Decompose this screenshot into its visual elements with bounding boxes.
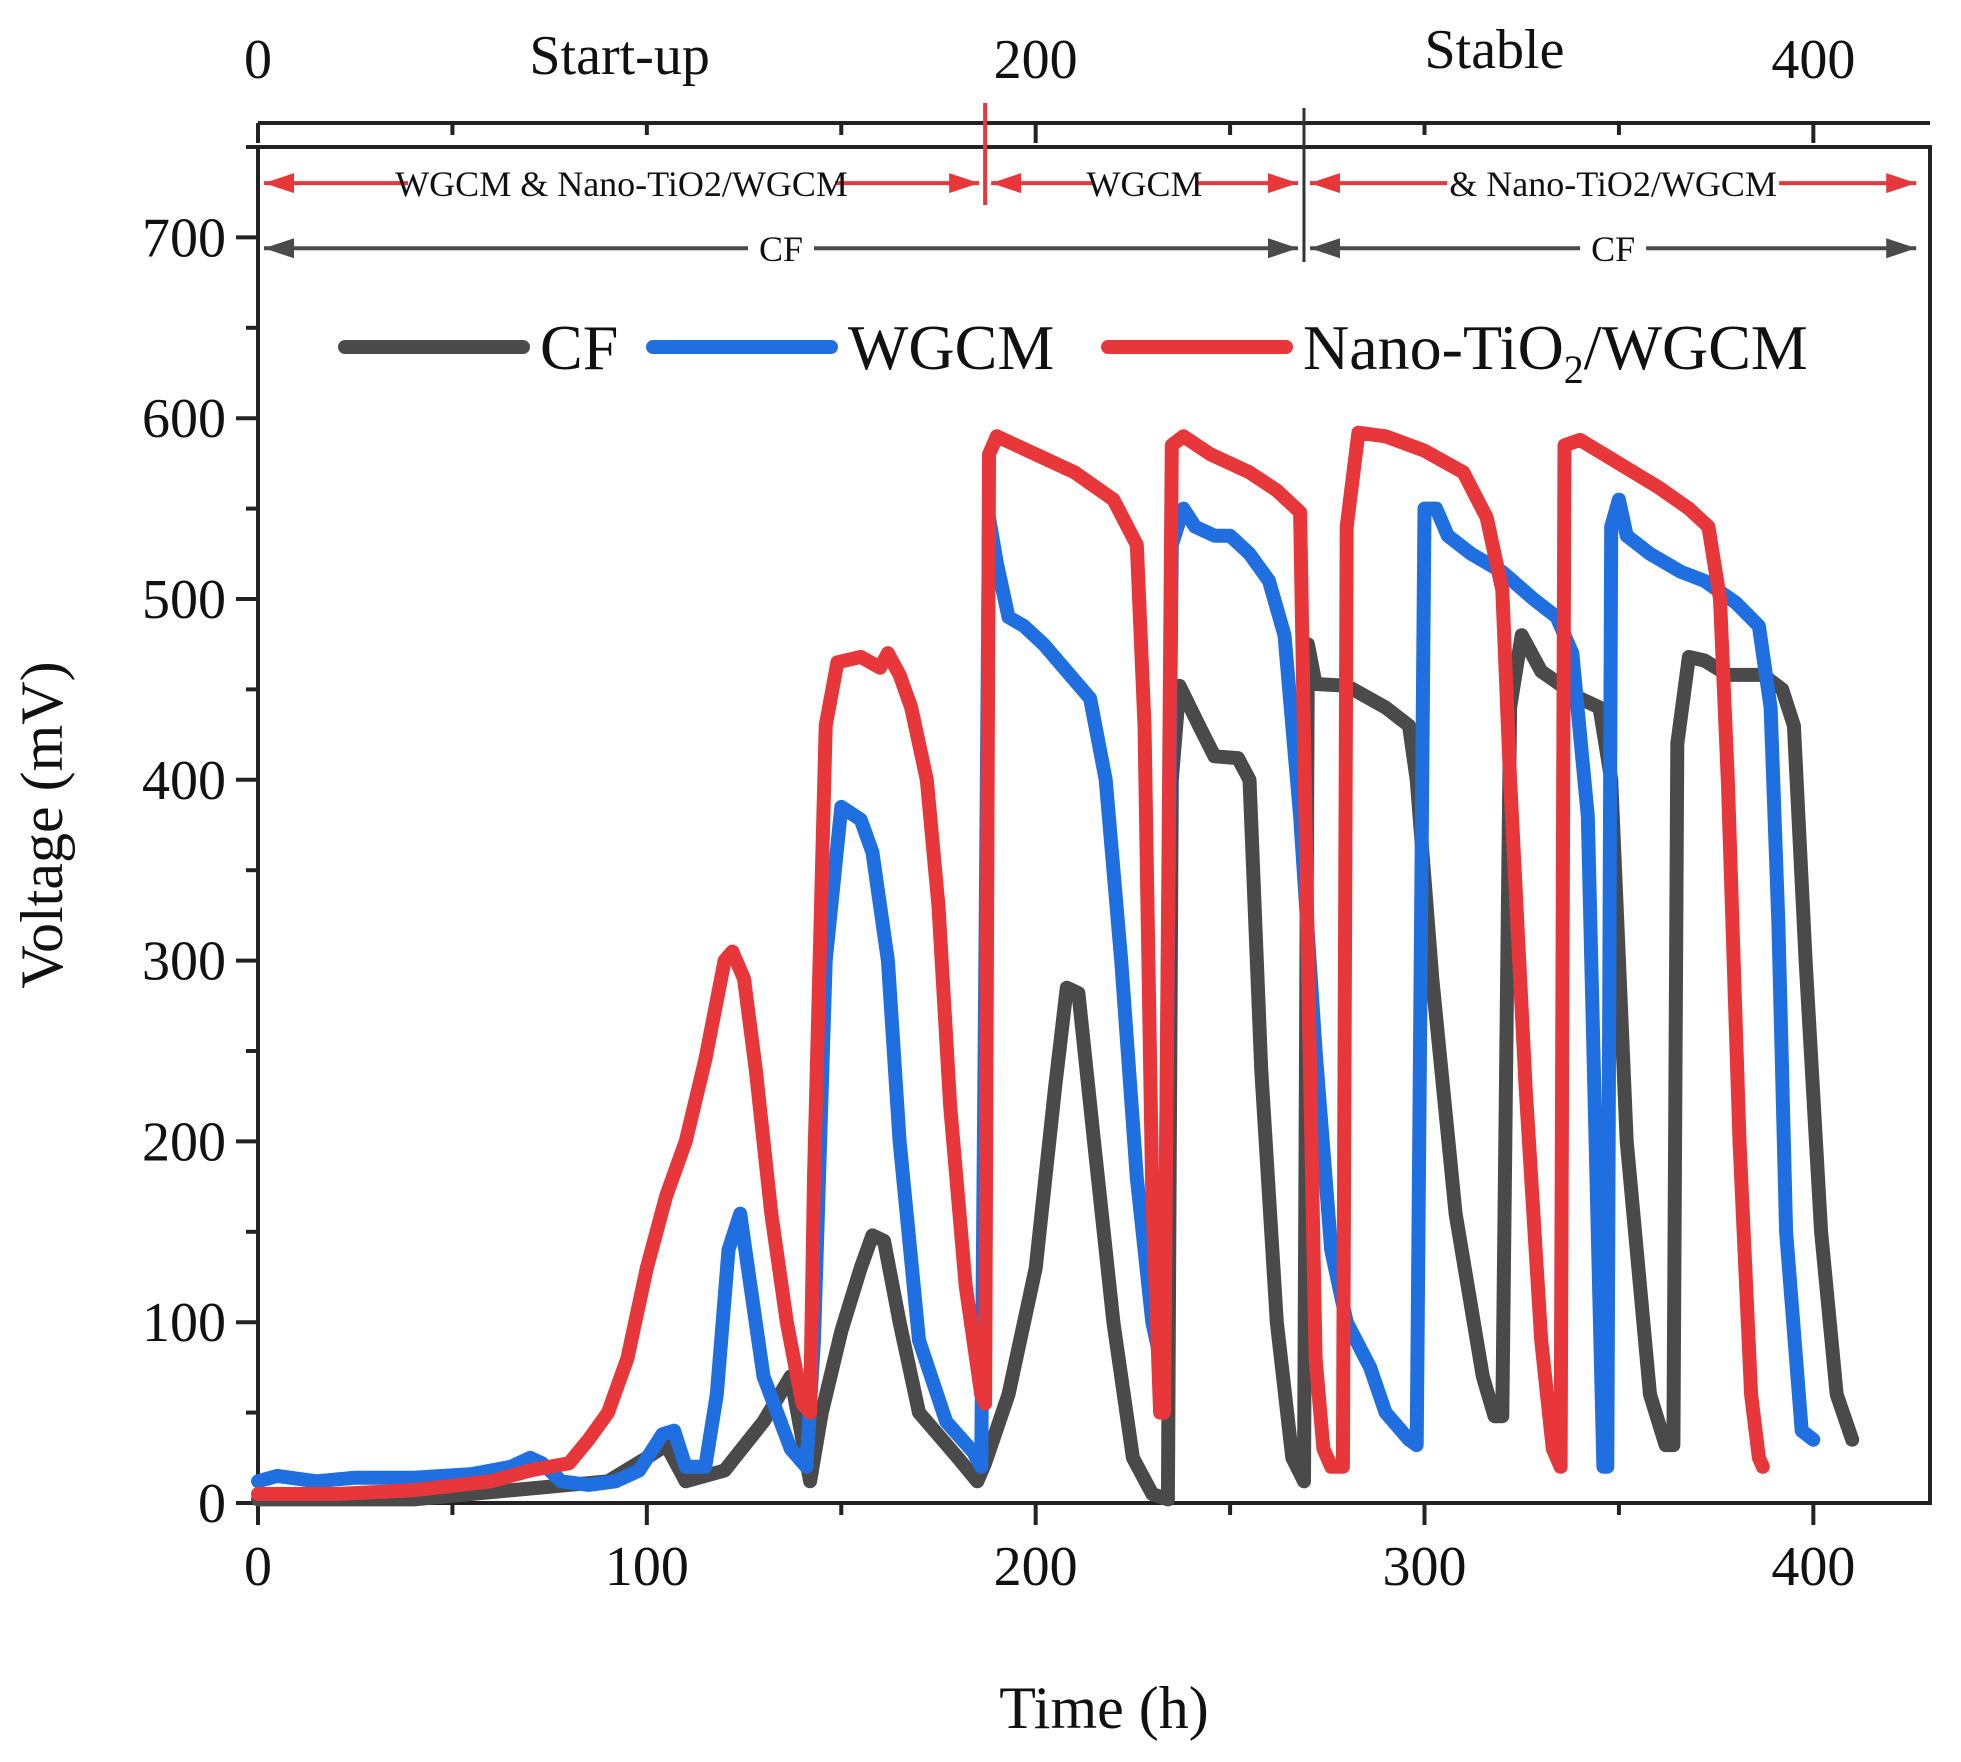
period-annotation: WGCM & Nano-TiO2/WGCM [264, 164, 980, 204]
y-axis-title: Voltage (mV) [9, 661, 75, 988]
y-tick-label: 700 [142, 207, 226, 269]
period-annotation: & Nano-TiO2/WGCM [1309, 164, 1917, 204]
period-arrow-head [264, 173, 294, 194]
top-axis: 0 200 400 Start-up Stable [244, 19, 1855, 262]
legend-label: Nano-TiO2/WGCM [1303, 312, 1808, 392]
period-arrow-head [264, 238, 294, 259]
x-tick-label: 100 [605, 1536, 689, 1598]
legend-label: WGCM [848, 312, 1054, 383]
x-tick-label: 300 [1383, 1536, 1467, 1598]
period-arrow-head [1309, 238, 1340, 259]
period-annotation: WGCM [991, 164, 1298, 204]
phase-label: Start-up [529, 25, 709, 87]
period-label: CF [1591, 229, 1635, 269]
period-label: WGCM & Nano-TiO2/WGCM [395, 164, 848, 204]
y-tick-label: 0 [198, 1473, 226, 1535]
period-arrow-head [1886, 173, 1917, 194]
top-tick-label: 0 [244, 29, 272, 91]
y-tick-label: 400 [142, 750, 226, 812]
period-arrow-head [1886, 238, 1917, 259]
y-tick-label: 200 [142, 1111, 226, 1173]
y-tick-label: 500 [142, 569, 226, 631]
period-label: WGCM [1087, 164, 1203, 204]
series-line-cf [251, 628, 1860, 1507]
top-tick-label: 400 [1771, 29, 1855, 91]
y-tick-label: 600 [142, 388, 226, 450]
period-arrow-head [1309, 173, 1340, 194]
legend-label: CF [540, 312, 618, 383]
series-line-wgcm [251, 492, 1821, 1492]
period-annotation: CF [264, 229, 1298, 269]
period-arrow-head [949, 173, 980, 194]
period-arrow-head [1267, 173, 1298, 194]
legend: CF WGCM Nano-TiO2/WGCM [338, 312, 1808, 392]
x-axis: 0 100 200 300 400 [244, 1503, 1855, 1598]
y-axis: 0 100 200 300 400 500 600 700 [142, 145, 258, 1535]
period-label: CF [759, 229, 803, 269]
period-arrow-head [1267, 238, 1298, 259]
plot-frame [256, 145, 1932, 1505]
period-label: & Nano-TiO2/WGCM [1449, 164, 1777, 204]
top-tick-label: 200 [994, 29, 1078, 91]
period-annotations: WGCM & Nano-TiO2/WGCM WGCM & Nano-TiO2/WGC… [264, 164, 1917, 269]
phase-label: Stable [1425, 19, 1565, 81]
y-tick-label: 100 [142, 1292, 226, 1354]
x-tick-label: 400 [1771, 1536, 1855, 1598]
x-tick-label: 0 [244, 1536, 272, 1598]
y-tick-label: 300 [142, 931, 226, 993]
x-tick-label: 200 [994, 1536, 1078, 1598]
series-line-nano-tio2-wgcm [251, 425, 1770, 1501]
period-arrow-head [991, 173, 1022, 194]
series-lines [251, 425, 1860, 1507]
x-axis-title: Time (h) [999, 1675, 1208, 1741]
period-annotation: CF [1309, 229, 1917, 269]
